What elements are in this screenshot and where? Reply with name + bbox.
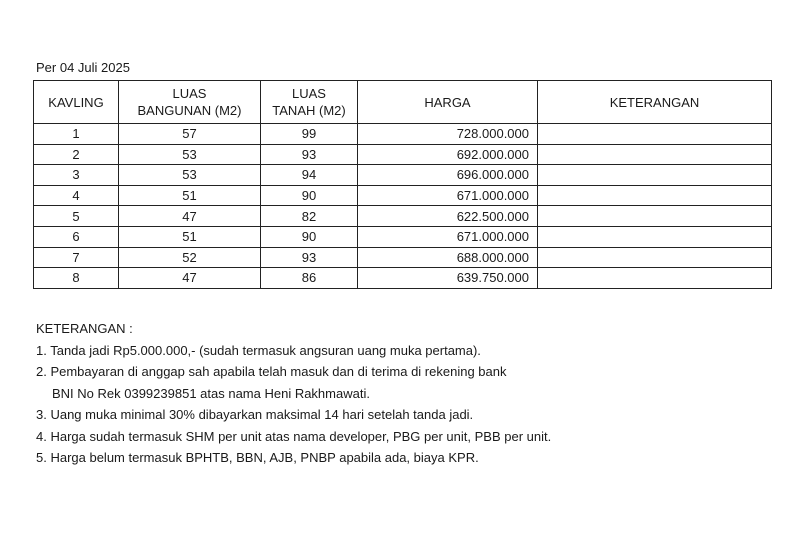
notes-section: KETERANGAN : 1. Tanda jadi Rp5.000.000,-… xyxy=(36,318,551,469)
cell-luas-tanah: 99 xyxy=(260,123,358,145)
cell-harga: 696.000.000 xyxy=(357,164,538,186)
cell-kavling: 6 xyxy=(33,225,119,248)
date-label: Per 04 Juli 2025 xyxy=(36,60,130,75)
notes-title: KETERANGAN : xyxy=(36,321,133,336)
cell-kavling: 7 xyxy=(33,246,119,269)
cell-luas-bangunan: 47 xyxy=(118,267,261,289)
cell-kavling: 2 xyxy=(33,143,119,166)
cell-kavling: 5 xyxy=(33,205,119,227)
header-harga: HARGA xyxy=(357,80,538,124)
cell-harga: 688.000.000 xyxy=(357,246,538,269)
cell-luas-tanah: 93 xyxy=(260,246,358,269)
cell-keterangan xyxy=(537,267,772,289)
cell-harga: 671.000.000 xyxy=(357,184,538,207)
cell-keterangan xyxy=(537,205,772,227)
cell-luas-tanah: 86 xyxy=(260,267,358,289)
table-row: 8 47 86 639.750.000 xyxy=(33,267,772,289)
table-row: 5 47 82 622.500.000 xyxy=(33,205,772,227)
note-item: 2. Pembayaran di anggap sah apabila tela… xyxy=(36,364,507,379)
note-item: 3. Uang muka minimal 30% dibayarkan maks… xyxy=(36,407,474,422)
table-row: 1 57 99 728.000.000 xyxy=(33,123,772,145)
header-luas-tanah: LUAS TANAH (M2) xyxy=(260,80,358,124)
cell-luas-tanah: 82 xyxy=(260,205,358,227)
cell-kavling: 1 xyxy=(33,123,119,145)
cell-kavling: 4 xyxy=(33,184,119,207)
cell-kavling: 8 xyxy=(33,267,119,289)
cell-keterangan xyxy=(537,246,772,269)
cell-luas-tanah: 94 xyxy=(260,164,358,186)
cell-harga: 622.500.000 xyxy=(357,205,538,227)
cell-keterangan xyxy=(537,225,772,248)
table-row: 3 53 94 696.000.000 xyxy=(33,164,772,186)
cell-luas-tanah: 90 xyxy=(260,184,358,207)
note-item: 4. Harga sudah termasuk SHM per unit ata… xyxy=(36,428,552,444)
table-row: 6 51 90 671.000.000 xyxy=(33,225,772,248)
cell-luas-bangunan: 52 xyxy=(118,246,261,269)
cell-luas-bangunan: 47 xyxy=(118,205,261,227)
note-item: BNI No Rek 0399239851 atas nama Heni Rak… xyxy=(52,385,370,401)
table-row: 7 52 93 688.000.000 xyxy=(33,246,772,269)
cell-harga: 692.000.000 xyxy=(357,143,538,166)
table-row: 2 53 93 692.000.000 xyxy=(33,143,772,166)
cell-harga: 671.000.000 xyxy=(357,225,538,248)
cell-luas-bangunan: 51 xyxy=(118,184,261,207)
cell-keterangan xyxy=(537,164,772,186)
cell-harga: 639.750.000 xyxy=(357,267,538,289)
note-item: 1. Tanda jadi Rp5.000.000,- (sudah terma… xyxy=(36,342,481,358)
header-luas-bangunan: LUAS BANGUNAN (M2) xyxy=(118,80,261,124)
header-kavling: KAVLING xyxy=(33,80,119,124)
cell-luas-tanah: 90 xyxy=(260,225,358,248)
cell-luas-bangunan: 51 xyxy=(118,225,261,248)
cell-harga: 728.000.000 xyxy=(357,123,538,145)
table-row: 4 51 90 671.000.000 xyxy=(33,184,772,207)
cell-keterangan xyxy=(537,184,772,207)
cell-luas-bangunan: 57 xyxy=(118,123,261,145)
cell-kavling: 3 xyxy=(33,164,119,186)
cell-luas-bangunan: 53 xyxy=(118,143,261,166)
cell-keterangan xyxy=(537,123,772,145)
header-keterangan: KETERANGAN xyxy=(537,80,772,124)
cell-luas-bangunan: 53 xyxy=(118,164,261,186)
cell-keterangan xyxy=(537,143,772,166)
cell-luas-tanah: 93 xyxy=(260,143,358,166)
note-item: 5. Harga belum termasuk BPHTB, BBN, AJB,… xyxy=(36,450,479,465)
price-table: KAVLING LUAS BANGUNAN (M2) LUAS TANAH (M2)… xyxy=(33,80,772,289)
table-header-row: KAVLING LUAS BANGUNAN (M2) LUAS TANAH (M2)… xyxy=(33,80,772,124)
